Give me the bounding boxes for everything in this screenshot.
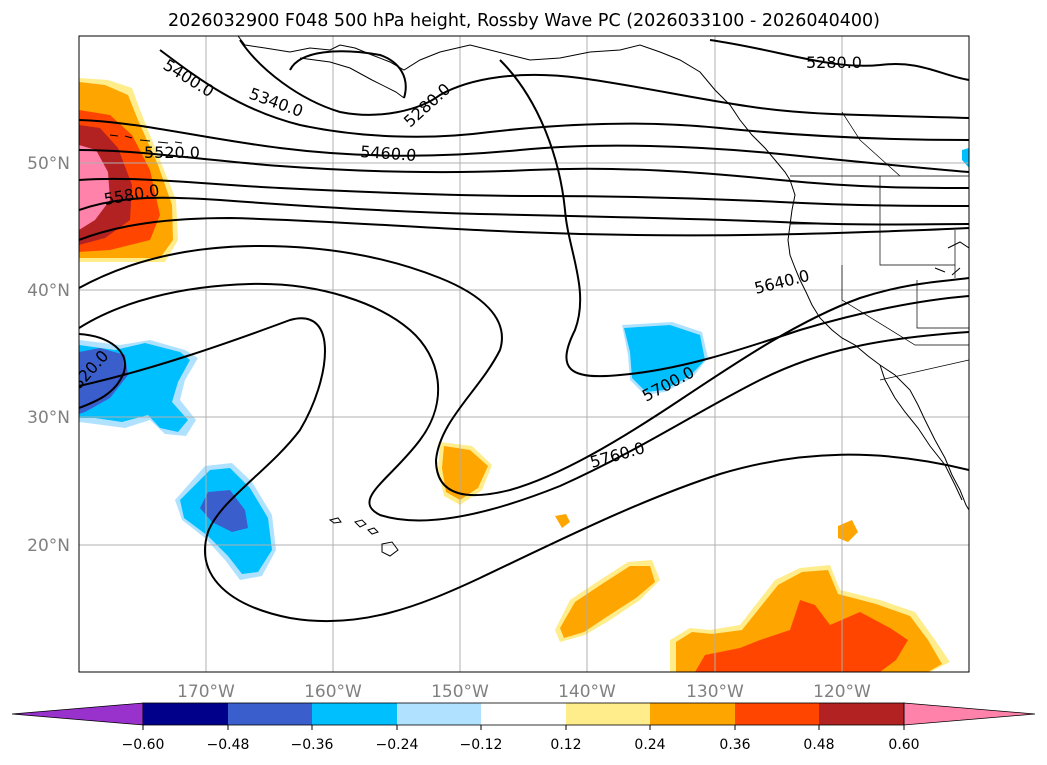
west-coast-north-america [787, 179, 969, 511]
graticule [79, 36, 969, 672]
contour-5700 [79, 282, 969, 522]
baja-california [879, 364, 963, 501]
contour-5580 [79, 196, 969, 226]
colorbar-extend-high [903, 702, 1036, 726]
alaska-coast [237, 36, 791, 181]
lat-tick-40n: 40°N [27, 281, 70, 301]
positive-anomaly-central-orange [442, 446, 488, 500]
negative-anomaly-east-blue [624, 325, 705, 392]
contour-5460 [79, 119, 969, 173]
contour-5280-east [709, 39, 969, 81]
lon-tick-120w: 120°W [813, 682, 871, 702]
colorbar-label: 0.60 [888, 737, 919, 753]
colorbar-bin [566, 703, 650, 725]
colorbar-extend-low [11, 702, 144, 726]
contour-5640 [79, 244, 969, 497]
colorbar-label: 0.24 [634, 737, 665, 753]
contour-5520 [79, 149, 969, 189]
positive-anomaly-northwest-pink [79, 145, 110, 230]
colorbar-label: 0.48 [803, 737, 834, 753]
hawaiian-islands [328, 517, 399, 557]
negative-anomaly-south-darkblue [200, 490, 248, 532]
contour-label-5280-east: 5280.0 [806, 53, 862, 72]
colorbar-label: 0.36 [719, 737, 750, 753]
colorbar-bin [481, 703, 566, 725]
alaska-peninsula [299, 57, 405, 99]
contour-trough-loop [499, 59, 969, 378]
positive-anomaly-southeast-red [695, 600, 908, 672]
colorbar-bin [397, 703, 481, 725]
lon-tick-170w: 170°W [177, 682, 235, 702]
colorbar-bin [312, 703, 397, 725]
positive-anomaly-small-1 [555, 514, 570, 528]
lat-tick-50n: 50°N [27, 154, 70, 174]
lon-tick-130w: 130°W [686, 682, 744, 702]
lat-tick-30n: 30°N [27, 408, 70, 428]
lat-tick-20n: 20°N [27, 536, 70, 556]
contour-5760 [79, 317, 969, 623]
longitude-axis: 170°W 160°W 150°W 140°W 130°W 120°W [177, 682, 871, 702]
colorbar-label: −0.48 [207, 737, 250, 753]
colorbar-bin [819, 703, 904, 725]
colorbar-bin [735, 703, 819, 725]
aleutian-islands [109, 134, 183, 144]
colorbar-ticks [142, 725, 905, 730]
lon-tick-160w: 160°W [304, 682, 362, 702]
colorbar-bin [143, 703, 228, 725]
positive-anomaly-small-2 [838, 520, 858, 542]
colorbar: −0.60 −0.48 −0.36 −0.24 −0.12 0.12 0.24 … [11, 702, 1036, 753]
map-title: 2026032900 F048 500 hPa height, Rossby W… [168, 11, 880, 31]
latitude-axis: 20°N 30°N 40°N 50°N [27, 154, 70, 556]
east-coast-fragments [934, 241, 969, 276]
lon-tick-140w: 140°W [558, 682, 616, 702]
colorbar-label: 0.12 [550, 737, 581, 753]
height-contours [79, 39, 969, 623]
colorbar-bin [650, 703, 735, 725]
contour-5820 [79, 333, 127, 409]
contour-5280-north [289, 50, 407, 99]
contour-5400 [159, 49, 969, 141]
colorbar-label: −0.60 [122, 737, 165, 753]
colorbar-label: −0.24 [376, 737, 419, 753]
contour-label-5520: 5520.0 [144, 143, 200, 162]
colorbar-frame [142, 702, 905, 726]
coastlines [109, 36, 969, 557]
contour-5560 [79, 177, 969, 207]
contour-5600 [79, 216, 969, 241]
contour-label-5460: 5460.0 [360, 142, 417, 165]
map-frame [78, 35, 970, 673]
lon-tick-150w: 150°W [431, 682, 489, 702]
colorbar-label: −0.12 [460, 737, 503, 753]
colorbar-label: −0.36 [291, 737, 334, 753]
positive-anomaly-south-orange [560, 566, 655, 638]
contour-5340 [239, 39, 969, 119]
map-panel: 5280.0 5280.0 5340.0 5400.0 5460.0 5520.… [78, 35, 970, 673]
colorbar-bin [228, 703, 312, 725]
